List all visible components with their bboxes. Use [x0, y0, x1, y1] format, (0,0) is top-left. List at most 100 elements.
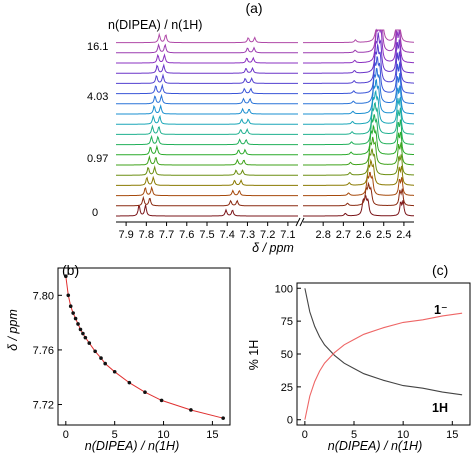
c-y-tick-label-2: 50	[281, 349, 293, 361]
spectrum-right-9	[303, 101, 414, 135]
x-tick-label-left-0: 7.9	[118, 229, 133, 241]
spectrum-left-8	[116, 134, 298, 146]
data-point	[64, 274, 68, 278]
panel-a: (a) n(DIPEA) / n(1H) 16.1 4.03 0.97 0 7.…	[87, 0, 415, 255]
c-x-tick-label-3: 15	[446, 429, 458, 441]
x-tick-label-right-0: 2.8	[316, 229, 331, 241]
x-tick-label-right-3: 2.5	[376, 229, 391, 241]
spectrum-right-3	[303, 171, 414, 197]
spectrum-left-10	[116, 114, 298, 125]
ratio-label-4-03: 4.03	[87, 91, 108, 103]
b-y-tick-label-2: 7.80	[33, 290, 54, 302]
panel-c-x-label: n(DIPEA) / n(1H)	[328, 439, 422, 453]
ratio-label-0: 0	[92, 207, 98, 219]
series-label-neutral: 1H	[432, 401, 448, 415]
b-y-tick-label-1: 7.76	[33, 345, 54, 357]
spectrum-left-1	[116, 204, 298, 217]
data-point	[99, 356, 103, 360]
spectrum-right-5	[303, 148, 415, 176]
x-tick-label-left-5: 7.4	[220, 229, 235, 241]
data-point	[159, 398, 164, 403]
x-tick-label-left-2: 7.7	[159, 229, 174, 241]
spectrum-right-1	[303, 194, 414, 217]
b-x-tick-label-3: 15	[206, 429, 218, 441]
data-point	[71, 311, 75, 315]
x-tick-label-right-4: 2.4	[396, 229, 411, 241]
c-y-tick-label-3: 75	[281, 316, 293, 328]
c-x-tick-label-0: 0	[302, 429, 308, 441]
spectrum-right-12	[303, 67, 414, 105]
axis-break-mark-right	[299, 217, 305, 227]
data-point	[83, 335, 88, 340]
data-point	[76, 322, 80, 326]
spectrum-right-10	[303, 89, 414, 125]
spectrum-right-4	[303, 158, 414, 186]
panel-b-plot: 0 5 10 15 7.72 7.76 7.80	[33, 267, 231, 441]
panel-b: (b) δ / ppm 0 5 10 15 7.72 7.76 7.80 n(DIPEA) …	[6, 262, 231, 453]
spectrum-left-6	[116, 154, 298, 166]
data-point	[93, 349, 97, 354]
series-label-anion: 1⁻	[434, 303, 448, 317]
spectrum-right-18	[303, 29, 414, 44]
spectrum-right-15	[303, 32, 415, 74]
c-y-tick-label-1: 25	[281, 382, 293, 394]
x-tick-label-right-1: 2.7	[336, 229, 351, 241]
data-point	[68, 304, 73, 309]
spectrum-left-16	[116, 53, 298, 64]
panel-b-y-label: δ / ppm	[6, 309, 20, 351]
spectrum-right-11	[303, 78, 414, 115]
spectrum-left-18	[116, 32, 298, 44]
ratio-label-0-97: 0.97	[87, 153, 108, 165]
data-point	[81, 331, 85, 336]
spectrum-left-12	[116, 93, 298, 105]
spectrum-right-14	[303, 44, 414, 84]
panel-c-y-label: % 1H	[247, 340, 261, 371]
c-x-tick-label-2: 10	[397, 429, 409, 441]
x-tick-label-left-1: 7.8	[139, 229, 154, 241]
x-tick-label-left-6: 7.3	[240, 229, 255, 241]
spectrum-right-17	[303, 29, 414, 54]
spectrum-right-13	[303, 56, 414, 95]
spectrum-left-4	[116, 175, 298, 186]
data-point	[78, 327, 83, 332]
spectrum-right-7	[303, 124, 414, 156]
spectrum-left-9	[116, 124, 298, 135]
b-y-tick-label-0: 7.72	[33, 400, 54, 412]
spectrum-left-7	[116, 144, 298, 156]
data-point	[127, 380, 132, 385]
c-y-tick-label-4: 100	[275, 283, 293, 295]
data-point	[143, 390, 147, 395]
spectrum-left-5	[116, 165, 298, 176]
x-tick-label-left-4: 7.5	[199, 229, 214, 241]
panel-a-x-label: δ / ppm	[252, 241, 294, 255]
b-x-tick-label-2: 10	[157, 429, 169, 441]
panel-a-label: (a)	[245, 0, 262, 16]
x-tick-label-right-2: 2.6	[356, 229, 371, 241]
panel-c-plot: 0 5 10 15 0 25 50 75 100	[275, 282, 471, 441]
data-point	[112, 369, 117, 374]
x-tick-label-left-7: 7.2	[260, 229, 275, 241]
data-point	[66, 293, 71, 298]
series-1h-line	[304, 288, 463, 396]
spectrum-right-16	[303, 28, 415, 64]
axis-break-mark-left	[295, 217, 301, 227]
ratio-header: n(DIPEA) / n(1H)	[108, 18, 202, 32]
spectrum-left-15	[116, 63, 298, 74]
c-y-tick-label-0: 0	[287, 415, 293, 427]
panel-b-x-label: n(DIPEA) / n(1H)	[85, 439, 179, 453]
spectrum-left-2	[116, 195, 298, 207]
spectrum-left-11	[116, 104, 298, 115]
spectrum-right-6	[303, 136, 415, 166]
spectrum-left-3	[116, 185, 298, 197]
fit-curve	[65, 276, 224, 419]
panel-c: (c) % 1H 0 5 10 15 0 25 50 75 100 1⁻ 1H n(DIPEA)…	[247, 262, 471, 453]
nmr-spectra	[116, 28, 415, 217]
b-x-tick-label-1: 5	[112, 429, 118, 441]
x-tick-label-left-3: 7.6	[179, 229, 194, 241]
spectrum-left-14	[116, 73, 298, 84]
c-x-tick-label-1: 5	[351, 429, 357, 441]
panel-c-label: (c)	[432, 262, 448, 278]
data-point	[221, 416, 225, 420]
data-point	[103, 361, 108, 366]
